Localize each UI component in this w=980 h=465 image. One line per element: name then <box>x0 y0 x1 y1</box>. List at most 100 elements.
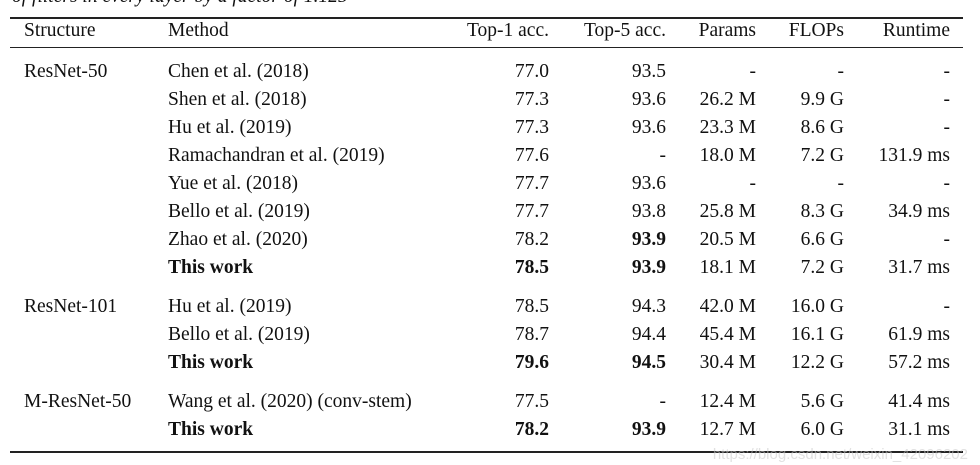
flops-cell: 7.2 G <box>800 257 844 278</box>
table-row: Ramachandran et al. (2019) 77.6 - 18.0 M 7.2… <box>0 143 980 169</box>
top5-cell: - <box>659 145 667 166</box>
header-top1: Top-1 acc. <box>466 20 549 41</box>
top1-cell: 77.7 <box>514 201 549 222</box>
flops-cell: 5.6 G <box>800 391 844 412</box>
method-cell: Bello et al. (2019) <box>168 201 310 222</box>
table-row: Shen et al. (2018) 77.3 93.6 26.2 M 9.9 G - <box>0 87 980 113</box>
top5-cell: 93.5 <box>631 61 666 82</box>
top1-cell: 78.7 <box>514 324 549 345</box>
table-row: M-ResNet-50 Wang et al. (2020) (conv-stem… <box>0 389 980 415</box>
params-cell: 26.2 M <box>699 89 756 110</box>
table-row: This work 78.5 93.9 18.1 M 7.2 G 31.7 ms <box>0 255 980 281</box>
method-cell: Wang et al. (2020) (conv-stem) <box>168 391 412 412</box>
table-row: This work 78.2 93.9 12.7 M 6.0 G 31.1 ms <box>0 417 980 443</box>
top1-cell: 78.2 <box>514 229 549 250</box>
table-row: Bello et al. (2019) 77.7 93.8 25.8 M 8.3 G 34… <box>0 199 980 225</box>
top5-cell: 94.5 <box>631 352 666 373</box>
header-row: Structure Method Top-1 acc. Top-5 acc. P… <box>0 18 980 44</box>
flops-cell: 9.9 G <box>800 89 844 110</box>
runtime-cell: - <box>943 117 951 138</box>
top5-cell: 93.6 <box>631 117 666 138</box>
method-cell: Bello et al. (2019) <box>168 324 310 345</box>
top5-cell: 94.3 <box>631 296 666 317</box>
runtime-cell: 61.9 ms <box>888 324 950 345</box>
structure-cell: ResNet-101 <box>24 296 118 317</box>
runtime-cell: 57.2 ms <box>888 352 950 373</box>
runtime-cell: - <box>943 61 951 82</box>
top1-cell: 79.6 <box>514 352 549 373</box>
method-cell: Zhao et al. (2020) <box>168 229 308 250</box>
flops-cell: 8.3 G <box>800 201 844 222</box>
table-row: Bello et al. (2019) 78.7 94.4 45.4 M 16.1 G 6… <box>0 322 980 348</box>
top5-cell: 93.9 <box>631 419 666 440</box>
top5-cell: 93.9 <box>631 257 666 278</box>
top1-cell: 77.3 <box>514 117 549 138</box>
top1-cell: 77.5 <box>514 391 549 412</box>
method-cell: This work <box>168 352 254 373</box>
method-cell: Hu et al. (2019) <box>168 296 292 317</box>
method-cell: Ramachandran et al. (2019) <box>168 145 385 166</box>
header-rule <box>10 47 963 48</box>
runtime-cell: - <box>943 173 951 194</box>
params-cell: - <box>749 173 757 194</box>
params-cell: 25.8 M <box>699 201 756 222</box>
caption-fragment: of filters in every layer by a factor of… <box>12 0 348 8</box>
flops-cell: 6.0 G <box>800 419 844 440</box>
params-cell: 18.1 M <box>699 257 756 278</box>
top-rule <box>10 17 963 19</box>
flops-cell: 8.6 G <box>800 117 844 138</box>
runtime-cell: 31.1 ms <box>888 419 950 440</box>
top1-cell: 77.7 <box>514 173 549 194</box>
params-cell: - <box>749 61 757 82</box>
top5-cell: 93.6 <box>631 89 666 110</box>
flops-cell: 16.0 G <box>790 296 844 317</box>
runtime-cell: 34.9 ms <box>888 201 950 222</box>
params-cell: 12.7 M <box>699 419 756 440</box>
bottom-rule <box>10 451 963 453</box>
table-row: This work 79.6 94.5 30.4 M 12.2 G 57.2 ms <box>0 350 980 376</box>
params-cell: 45.4 M <box>699 324 756 345</box>
top1-cell: 77.3 <box>514 89 549 110</box>
top5-cell: 93.6 <box>631 173 666 194</box>
header-flops: FLOPs <box>788 20 844 41</box>
header-top5: Top-5 acc. <box>583 20 666 41</box>
runtime-cell: - <box>943 296 951 317</box>
table-row: Yue et al. (2018) 77.7 93.6 - - - <box>0 171 980 197</box>
header-params: Params <box>698 20 756 41</box>
structure-cell: ResNet-50 <box>24 61 108 82</box>
table-row: Zhao et al. (2020) 78.2 93.9 20.5 M 6.6 G - <box>0 227 980 253</box>
header-method: Method <box>168 20 229 41</box>
runtime-cell: 131.9 ms <box>878 145 950 166</box>
top5-cell: 93.8 <box>631 201 666 222</box>
method-cell: Chen et al. (2018) <box>168 61 309 82</box>
method-cell: This work <box>168 257 254 278</box>
top1-cell: 78.2 <box>514 419 549 440</box>
structure-cell: M-ResNet-50 <box>24 391 132 412</box>
runtime-cell: - <box>943 229 951 250</box>
method-cell: Hu et al. (2019) <box>168 117 292 138</box>
runtime-cell: 41.4 ms <box>888 391 950 412</box>
flops-cell: 12.2 G <box>790 352 844 373</box>
method-cell: This work <box>168 419 254 440</box>
flops-cell: - <box>837 173 845 194</box>
params-cell: 20.5 M <box>699 229 756 250</box>
top5-cell: 94.4 <box>631 324 666 345</box>
top1-cell: 77.0 <box>514 61 549 82</box>
params-cell: 18.0 M <box>699 145 756 166</box>
table-row: ResNet-101 Hu et al. (2019) 78.5 94.3 42.0 M… <box>0 294 980 320</box>
header-runtime: Runtime <box>882 20 950 41</box>
table-row: Hu et al. (2019) 77.3 93.6 23.3 M 8.6 G - <box>0 115 980 141</box>
top1-cell: 78.5 <box>514 296 549 317</box>
method-cell: Shen et al. (2018) <box>168 89 307 110</box>
params-cell: 30.4 M <box>699 352 756 373</box>
watermark: https://blog.csdn.net/weixin_42096202 <box>712 446 968 463</box>
flops-cell: - <box>837 61 845 82</box>
flops-cell: 6.6 G <box>800 229 844 250</box>
params-cell: 12.4 M <box>699 391 756 412</box>
method-cell: Yue et al. (2018) <box>168 173 298 194</box>
runtime-cell: - <box>943 89 951 110</box>
top5-cell: - <box>659 391 667 412</box>
runtime-cell: 31.7 ms <box>888 257 950 278</box>
header-structure: Structure <box>24 20 96 41</box>
flops-cell: 7.2 G <box>800 145 844 166</box>
